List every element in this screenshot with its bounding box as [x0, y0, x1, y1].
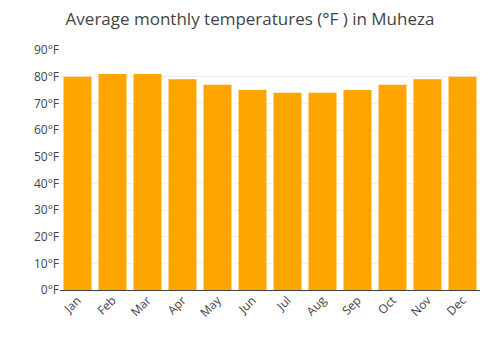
svg-text:Jul: Jul [272, 292, 294, 314]
svg-text:40°F: 40°F [34, 175, 59, 192]
svg-text:20°F: 20°F [34, 228, 59, 245]
svg-text:50°F: 50°F [34, 148, 59, 165]
svg-text:80°F: 80°F [34, 68, 59, 85]
svg-text:May: May [196, 291, 225, 320]
svg-text:90°F: 90°F [34, 41, 59, 58]
svg-text:Aug: Aug [302, 292, 330, 320]
svg-text:Nov: Nov [407, 292, 435, 320]
svg-text:10°F: 10°F [34, 255, 59, 272]
svg-text:70°F: 70°F [34, 95, 59, 112]
svg-text:0°F: 0°F [41, 281, 59, 298]
svg-text:Average monthly temperatures (: Average monthly temperatures (°F ) in Mu… [66, 7, 435, 30]
svg-text:Sep: Sep [338, 292, 365, 319]
svg-text:Oct: Oct [374, 292, 400, 318]
svg-text:60°F: 60°F [34, 121, 59, 138]
svg-text:30°F: 30°F [34, 201, 59, 218]
svg-text:Jan: Jan [60, 292, 85, 317]
svg-text:Dec: Dec [443, 292, 470, 319]
svg-text:Mar: Mar [127, 292, 155, 320]
svg-text:Apr: Apr [164, 292, 190, 318]
svg-text:Feb: Feb [93, 292, 119, 318]
svg-text:Jun: Jun [234, 292, 259, 317]
